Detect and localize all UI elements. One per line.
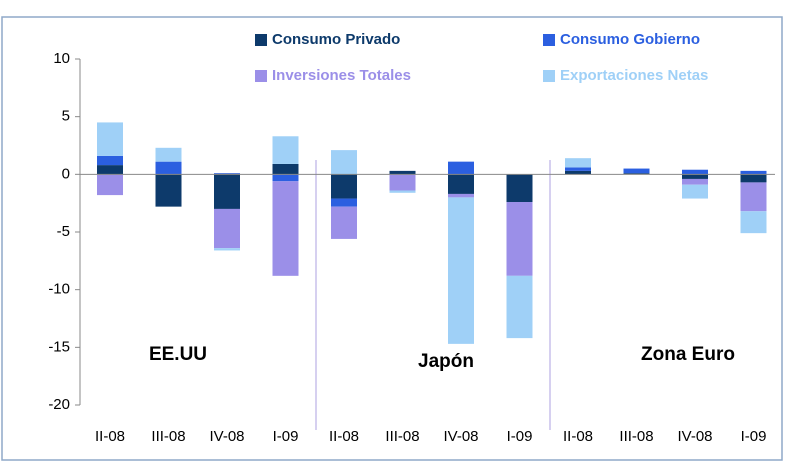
bar-segment [682, 184, 708, 199]
legend-swatch [543, 70, 555, 82]
y-tick-label: 5 [62, 108, 70, 125]
bar-segment [97, 165, 123, 175]
bar-segment [389, 190, 416, 193]
y-tick-label: -10 [48, 281, 70, 298]
y-tick-label: -5 [57, 223, 70, 240]
bar-segment [740, 174, 767, 183]
chart-border [1, 16, 783, 461]
bar-segment [97, 174, 123, 196]
bar-segment [155, 161, 182, 175]
bar-segment [389, 170, 416, 175]
legend-swatch [255, 70, 267, 82]
legend-label: Consumo Privado [272, 31, 400, 48]
bar-segment [331, 150, 357, 175]
group-label: Japón [418, 351, 474, 372]
bar-segment [448, 193, 474, 198]
x-tick-label: III-08 [619, 428, 653, 445]
bar-segment [155, 147, 182, 162]
bar-segment [623, 168, 650, 174]
bar-segment [97, 155, 123, 166]
x-tick-label: II-08 [95, 428, 125, 445]
group-label: EE.UU [149, 344, 207, 365]
group-label: Zona Euro [641, 344, 735, 365]
bar-segment [565, 167, 591, 171]
bar-segment [272, 136, 299, 164]
legend-label: Exportaciones Netas [560, 67, 708, 84]
bar-segment [214, 174, 240, 209]
legend-label: Inversiones Totales [272, 67, 411, 84]
bar-segment [682, 178, 708, 185]
bar-segment [448, 197, 474, 344]
x-tick-label: II-08 [563, 428, 593, 445]
bar-segment [331, 198, 357, 207]
x-tick-label: III-08 [385, 428, 419, 445]
bar-segment [740, 182, 767, 212]
y-tick-label: -15 [48, 338, 70, 355]
y-tick-label: 10 [53, 50, 70, 67]
bar-segment [214, 248, 240, 251]
x-tick-label: I-09 [741, 428, 767, 445]
bar-segment [214, 208, 240, 249]
bar-segment [740, 170, 767, 175]
bar-segment [506, 174, 533, 203]
bar-segment [272, 181, 299, 276]
bar-segment [565, 158, 591, 168]
x-tick-label: I-09 [273, 428, 299, 445]
bar-segment [565, 170, 591, 175]
x-tick-label: IV-08 [443, 428, 478, 445]
bar-segment [448, 174, 474, 194]
bar-segment [331, 206, 357, 239]
bar-segment [623, 173, 650, 175]
bar-segment [331, 174, 357, 199]
bar-segment [155, 174, 182, 207]
bar-segment [682, 174, 708, 179]
bar-segment [272, 163, 299, 175]
bar-segment [740, 211, 767, 234]
y-tick-label: 0 [62, 165, 70, 182]
x-tick-label: III-08 [151, 428, 185, 445]
x-tick-label: II-08 [329, 428, 359, 445]
bar-segment [389, 174, 416, 191]
y-tick-label: -20 [48, 396, 70, 413]
bar-segment [682, 169, 708, 175]
bar-segment [506, 275, 533, 339]
bar-segment [448, 161, 474, 175]
x-tick-label: IV-08 [677, 428, 712, 445]
x-tick-label: I-09 [507, 428, 533, 445]
x-tick-label: IV-08 [209, 428, 244, 445]
bar-segment [97, 122, 123, 156]
legend-swatch [543, 34, 555, 46]
legend-swatch [255, 34, 267, 46]
bar-segment [506, 202, 533, 276]
legend-label: Consumo Gobierno [560, 31, 700, 48]
bar-segment [214, 173, 240, 175]
bar-segment [272, 174, 299, 182]
